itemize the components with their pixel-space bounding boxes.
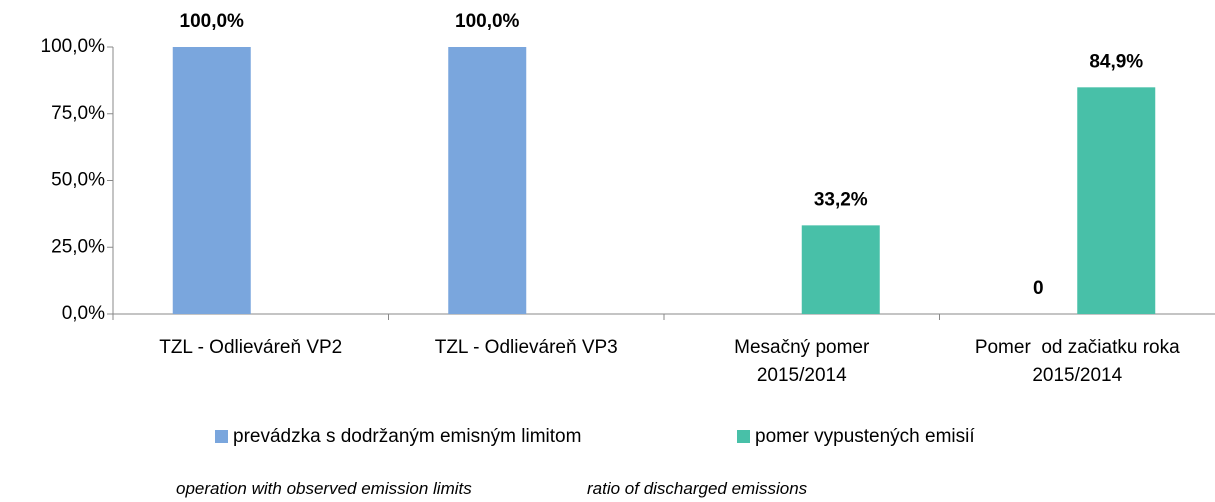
x-tick-label: TZL - Odlieváreň VP3 (434, 337, 618, 358)
x-tick-label: Mesačný pomer 2015/2014 (734, 337, 870, 386)
data-label: 0 (1033, 278, 1044, 299)
annotation: operation with observed emission limits (176, 479, 472, 498)
legend-swatch (737, 430, 750, 443)
data-label: 84,9% (1089, 51, 1143, 72)
bar (448, 47, 527, 314)
bar (1077, 87, 1156, 314)
legend-swatch (215, 430, 228, 443)
y-tick-label: 75,0% (51, 103, 105, 124)
y-tick-label: 50,0% (51, 170, 105, 191)
data-label: 100,0% (455, 11, 520, 32)
legend-label: pomer vypustených emisií (755, 426, 975, 447)
annotation: ratio of discharged emissions (587, 479, 808, 498)
legend-label: prevádzka s dodržaným emisným limitom (233, 426, 581, 447)
data-label: 33,2% (814, 189, 868, 210)
data-label: 100,0% (180, 11, 245, 32)
bar (801, 225, 880, 314)
y-tick-label: 100,0% (41, 36, 106, 57)
bar (172, 47, 251, 314)
x-tick-label: TZL - Odlieváreň VP2 (159, 337, 343, 358)
y-tick-label: 0,0% (62, 303, 105, 324)
y-tick-label: 25,0% (51, 236, 105, 257)
x-tick-label: Pomer od začiatku roka 2015/2014 (974, 337, 1180, 386)
